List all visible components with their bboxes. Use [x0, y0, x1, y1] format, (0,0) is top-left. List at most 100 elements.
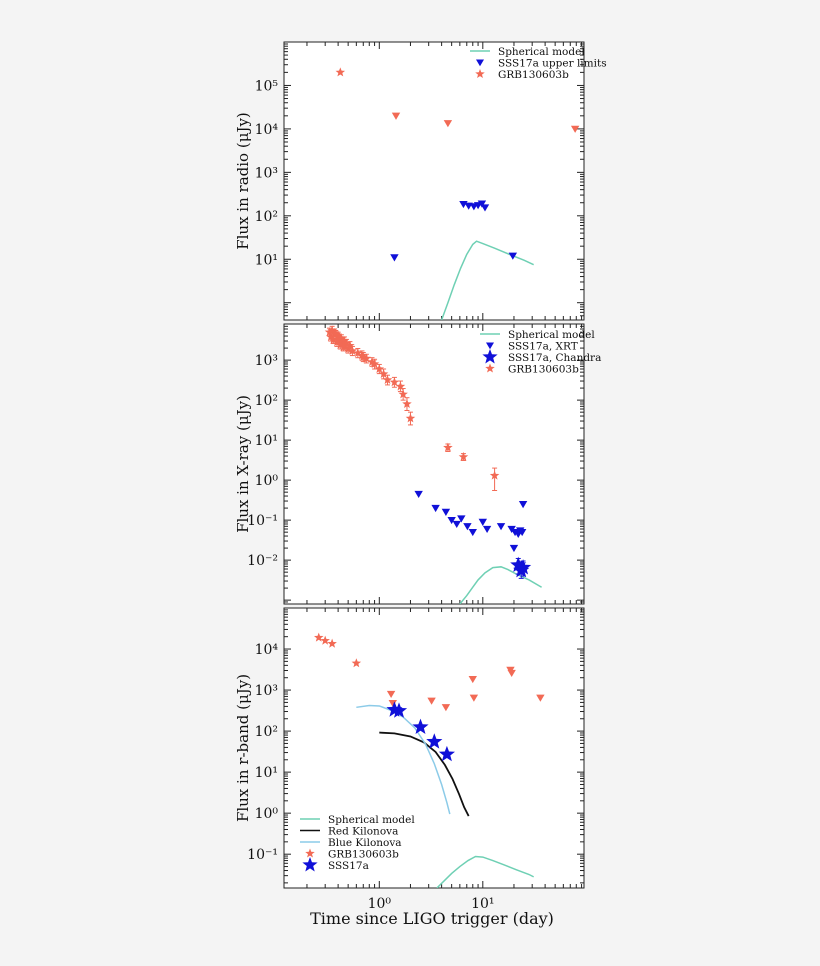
star-marker [402, 399, 412, 409]
star-marker [335, 67, 346, 77]
legend-label: Blue Kilonova [328, 837, 402, 849]
triangle-marker [414, 490, 423, 498]
x-tick-label: 10¹ [471, 896, 494, 912]
y-tick-label: 10⁻¹ [247, 847, 278, 863]
triangle-marker [496, 523, 506, 531]
star-marker [382, 374, 393, 384]
star-marker [361, 353, 372, 363]
y-tick-label: 10¹ [255, 252, 278, 268]
y-tick-label: 10⁰ [255, 806, 279, 822]
y-tick-label: 10⁴ [255, 642, 279, 658]
triangle-marker [478, 518, 488, 526]
y-tick-label: 10⁴ [255, 122, 279, 138]
y-tick-label: 10³ [255, 165, 278, 181]
legend-label: SSS17a, XRT [508, 341, 578, 353]
triangle-marker [457, 515, 466, 523]
star-marker [412, 718, 429, 734]
star-marker [367, 356, 377, 366]
x-tick-label: 10⁰ [368, 896, 392, 912]
triangle-marker [463, 523, 472, 531]
star-marker [324, 327, 335, 337]
star-marker [328, 334, 339, 344]
star-marker [398, 389, 408, 399]
y-axis-label: Flux in r-band (μJy) [234, 674, 252, 822]
y-tick-label: 10² [255, 724, 278, 740]
star-marker [405, 413, 416, 423]
y-tick-label: 10¹ [255, 765, 278, 781]
legend-star [305, 848, 315, 858]
star-marker [341, 338, 352, 348]
star-marker [374, 364, 385, 374]
star-marker [510, 556, 527, 572]
series-line [459, 566, 542, 604]
legend-label: GRB130603b [328, 849, 399, 861]
panel-radio: 10¹ 10² 10³ 10⁴ 10⁵ Flux in radio (μJy) Spheri… [234, 41, 607, 321]
y-tick-label: 10⁰ [255, 473, 279, 489]
legend-label: GRB130603b [508, 364, 579, 376]
star-marker [351, 658, 362, 668]
star-marker [369, 359, 380, 369]
star-marker [334, 332, 344, 342]
star-marker [332, 337, 342, 347]
legend-triangle [486, 342, 494, 350]
legend-triangle [476, 59, 484, 67]
legend-label: Spherical model [328, 814, 415, 826]
triangle-marker [388, 699, 397, 708]
legend-star [482, 349, 498, 364]
triangle-marker [447, 516, 456, 525]
star-marker [335, 339, 346, 349]
star-marker [458, 451, 469, 461]
y-axis-label: Flux in X-ray (μJy) [234, 395, 252, 533]
star-marker [515, 559, 532, 575]
star-marker [320, 635, 330, 645]
triangle-marker [509, 544, 519, 553]
triangle-marker [452, 520, 461, 528]
star-marker [345, 340, 355, 350]
star-marker [333, 331, 343, 341]
series-line [379, 731, 470, 817]
star-marker [357, 350, 367, 360]
legend-label: SSS17a upper limits [498, 58, 607, 70]
y-tick-label: 10² [255, 393, 278, 409]
star-marker [331, 329, 341, 339]
triangle-marker [477, 200, 487, 208]
y-tick-label: 10³ [255, 683, 278, 699]
triangle-marker [517, 529, 527, 537]
triangle-marker [518, 501, 528, 509]
triangle-marker [390, 254, 399, 262]
legend-label: GRB130603b [498, 69, 569, 81]
star-marker [358, 351, 369, 361]
triangle-marker [386, 690, 396, 699]
panel-xray: 10⁻² 10⁻¹ 10⁰ 10¹ 10² 10³ Flux in X-ray (μJy) S… [234, 323, 601, 605]
triangle-marker [482, 525, 492, 533]
star-marker [438, 745, 455, 762]
star-marker [489, 470, 500, 480]
legend-label: SSS17a, Chandra [508, 352, 601, 364]
plot-data [324, 325, 542, 604]
triangle-marker [508, 252, 518, 260]
triangle-marker [391, 112, 401, 120]
star-marker [378, 369, 389, 379]
star-marker [395, 381, 406, 391]
star-marker [327, 325, 337, 335]
star-marker [347, 345, 358, 355]
legend-label: Spherical model [498, 46, 585, 58]
legend-star [485, 363, 495, 373]
triangle-marker [468, 529, 477, 537]
y-axis-label: Flux in radio (μJy) [234, 112, 252, 250]
panels: 10¹ 10² 10³ 10⁴ 10⁵ Flux in radio (μJy) Spheri… [234, 41, 607, 912]
star-marker [389, 377, 400, 387]
triangle-marker [468, 675, 477, 684]
y-tick-label: 10⁻² [247, 553, 278, 569]
axis-ticks [284, 323, 584, 605]
triangle-marker [431, 504, 440, 513]
star-marker [390, 702, 408, 718]
series-line [356, 704, 451, 815]
legend-label: Spherical model [508, 329, 595, 341]
x-axis-label: Time since LIGO trigger (day) [310, 909, 554, 928]
star-marker [426, 733, 443, 749]
